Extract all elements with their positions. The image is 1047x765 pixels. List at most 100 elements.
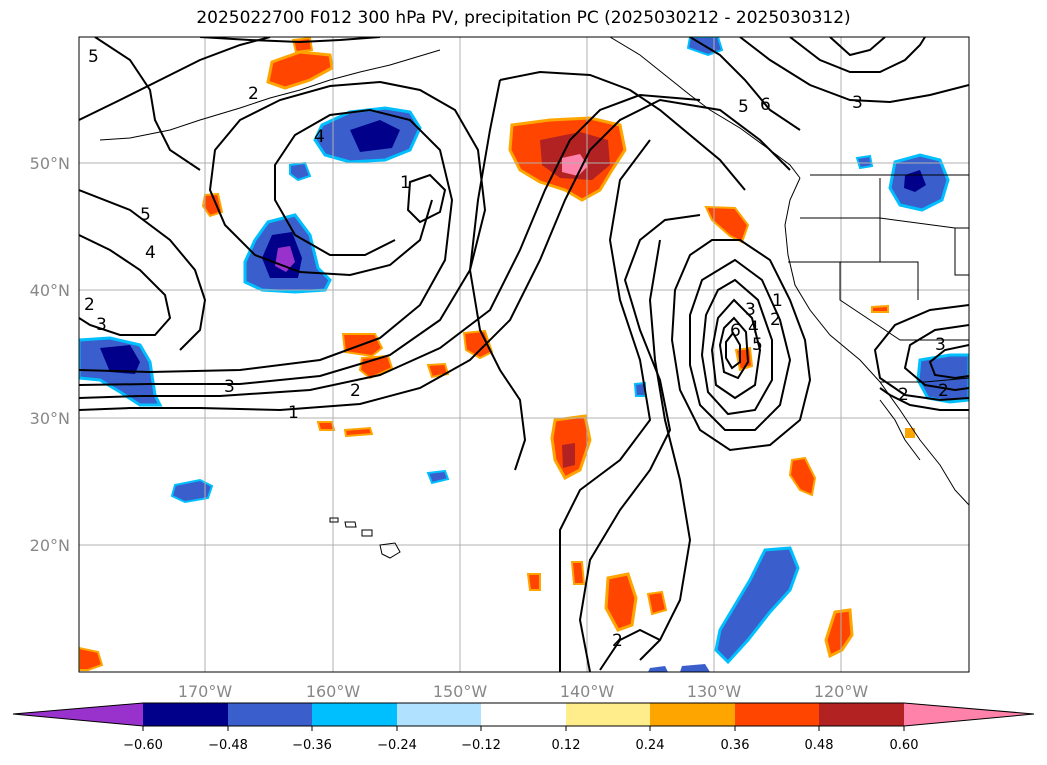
precip-area-pos-22: [905, 428, 915, 438]
pv-contour-9: [94, 37, 201, 171]
colorbar-tick-label: 0.60: [890, 738, 919, 753]
latitude-labels: 50°N 40°N 30°N 20°N: [30, 154, 70, 555]
border-us-mexico: [880, 377, 969, 383]
precip-area-pos-18: [570, 561, 586, 585]
contour-label: 3: [96, 315, 107, 335]
pv-contour-trough-2: [578, 214, 701, 672]
hawaii-island-3: [344, 521, 357, 528]
colorbar: −0.60 −0.48 −0.36 −0.24 −0.12 0.12 0.24 …: [12, 702, 1035, 753]
pv-contour-east-2: [903, 324, 969, 392]
pv-contour-8: [79, 37, 271, 121]
precip-area-pos-14: [871, 304, 889, 313]
coastlines: [99, 37, 969, 559]
colorbar-tick-label: 0.24: [636, 738, 665, 753]
contour-label: 6: [760, 95, 771, 115]
hawaii-island-1: [379, 542, 401, 559]
colorbar-tick-label: −0.48: [208, 738, 248, 753]
contour-label: 3: [935, 335, 946, 355]
contour-label: 3: [745, 300, 756, 320]
precip-area-pos-1-center: [562, 154, 588, 176]
lat-label: 40°N: [30, 281, 70, 300]
precip-area-pos-4: [201, 192, 224, 218]
contour-labels: 5 2 4 5 4 2 3 3 2 1 5 6 3 2 3 4 5 6 1 2 …: [84, 47, 949, 651]
pv-contour-2: [79, 93, 701, 399]
colorbar-bin: [397, 703, 481, 726]
precip-area-neg-9: [714, 546, 800, 665]
contour-label: 2: [350, 381, 361, 401]
colorbar-tick-label: 0.48: [805, 738, 834, 753]
pv-contours: [79, 37, 969, 672]
precip-area-pos-10: [316, 421, 336, 431]
lon-label: 170°W: [178, 682, 233, 701]
lat-label: 30°N: [30, 409, 70, 428]
contour-label: 3: [224, 377, 235, 397]
pv-contour-trough-3: [559, 139, 652, 672]
precip-area-neg-14: [855, 154, 874, 170]
precip-area-pos-8: [426, 362, 450, 379]
colorbar-bin: [481, 703, 566, 726]
pv-contour-low-4: [710, 298, 762, 400]
colorbar-tick-label: 0.36: [721, 738, 750, 753]
lat-label: 20°N: [30, 536, 70, 555]
colorbar-extend-left: [13, 703, 143, 726]
pv-contour-17: [599, 628, 661, 671]
map-title: 2025022700 F012 300 hPa PV, precipitatio…: [196, 8, 851, 28]
pv-contour-7: [79, 189, 207, 351]
contour-label: 5: [752, 335, 763, 355]
border-states-5: [954, 227, 969, 276]
colorbar-bin: [650, 703, 735, 726]
lon-label: 140°W: [560, 682, 615, 701]
contour-label: 2: [938, 381, 949, 401]
colorbar-bin: [566, 703, 650, 726]
colorbar-bin: [735, 703, 819, 726]
precip-area-neg-13: [289, 161, 312, 182]
precip-area-pos-21: [79, 646, 104, 671]
lon-label: 130°W: [687, 682, 742, 701]
contour-label: 2: [770, 310, 781, 330]
contour-label: 5: [140, 205, 151, 225]
contour-label: 2: [248, 84, 259, 104]
precip-area-pos-17: [646, 590, 668, 616]
pv-contour-east-1: [873, 304, 969, 402]
precip-area-neg-10: [648, 666, 668, 672]
border-states-3: [839, 262, 969, 341]
colorbar-bin: [228, 703, 312, 726]
contour-label: 5: [88, 47, 99, 67]
border-states-2: [788, 261, 919, 300]
pv-contour-4: [79, 108, 454, 374]
lon-label: 160°W: [306, 682, 361, 701]
pv-contour-3: [79, 80, 487, 386]
colorbar-tick-label: −0.24: [377, 738, 417, 753]
colorbar-tick-label: −0.36: [292, 738, 332, 753]
contour-label: 2: [84, 295, 95, 315]
pv-contour-10: [199, 37, 381, 44]
pv-contour-14: [789, 37, 926, 73]
hawaii-island-4: [329, 517, 339, 523]
colorbar-bin: [819, 703, 904, 726]
pv-contour-1: [79, 98, 791, 412]
contour-label: 2: [898, 385, 909, 405]
pv-contour-low-6: [725, 331, 741, 370]
gridlines: [79, 37, 969, 672]
lon-label: 120°W: [814, 682, 869, 701]
coastline-baja: [879, 399, 921, 461]
contour-label: 2: [612, 631, 623, 651]
pv-contour-east-3: [928, 344, 969, 380]
contour-label: 4: [748, 318, 759, 338]
pv-contour-6: [79, 234, 172, 336]
hawaii-island-2: [361, 529, 373, 537]
precip-area-neg-11: [680, 664, 710, 672]
precip-area-neg-1-core: [350, 120, 400, 152]
precip-area-pos-11: [343, 426, 374, 438]
precip-area-neg-3-core: [100, 345, 140, 374]
contour-label: 1: [288, 403, 299, 423]
pv-contour-low-1: [670, 239, 812, 452]
contour-label: 5: [738, 97, 749, 117]
precip-area-neg-5: [426, 469, 450, 485]
pv-contour-11: [499, 70, 746, 191]
pv-contour-12: [689, 37, 801, 131]
lat-label: 50°N: [30, 154, 70, 173]
pv-contour-13: [739, 37, 969, 104]
pv-contour-low-3: [700, 278, 773, 416]
pv-contour-east-4: [879, 387, 969, 411]
